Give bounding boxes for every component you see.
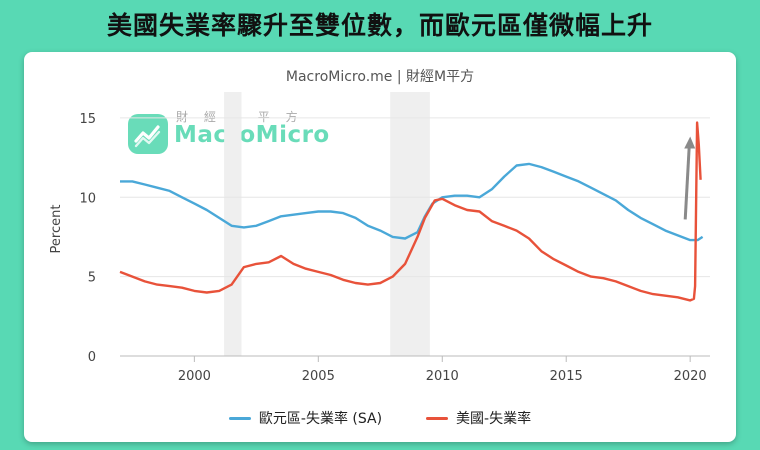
y-tick-label: 10 [79, 191, 96, 206]
legend-item-us[interactable]: 美國-失業率 [426, 408, 531, 428]
y-axis-label: Percent [49, 205, 64, 254]
y-tick-label: 5 [88, 271, 96, 286]
y-tick-label: 0 [88, 350, 96, 365]
line-chart: 0 5 10 15 2000 2005 2010 2015 2020 Percent [49, 92, 710, 384]
legend-item-eurozone[interactable]: 歐元區-失業率 (SA) [228, 408, 383, 428]
legend-label-us: 美國-失業率 [456, 411, 532, 427]
legend-label-eurozone: 歐元區-失業率 (SA) [258, 411, 383, 427]
x-tick-label: 2010 [426, 369, 459, 384]
headline: 美國失業率驟升至雙位數，而歐元區僅微幅上升 [106, 11, 653, 40]
x-tick-label: 2000 [178, 369, 211, 384]
x-tick-label: 2020 [674, 369, 707, 384]
chart-source: MacroMicro.me | 財經M平方 [285, 69, 475, 85]
us-series-line [119, 121, 702, 302]
recession-band [224, 92, 242, 356]
chart-card: MacroMicro.me | 財經M平方 財 經 M 平 方 MacroMic… [24, 52, 736, 442]
x-tick-label: 2015 [550, 369, 583, 384]
chart-legend: 歐元區-失業率 (SA) 美國-失業率 [24, 408, 736, 428]
x-tick-label: 2005 [302, 369, 335, 384]
macromicro-logo-icon [128, 114, 168, 154]
recession-band [390, 92, 430, 356]
legend-swatch-us [426, 416, 449, 420]
annotation-arrow-shaft [683, 146, 691, 220]
watermark-brand: MacroMicro [174, 122, 330, 148]
legend-swatch-eurozone [228, 416, 251, 420]
y-tick-label: 15 [79, 112, 96, 127]
annotation-arrow-head [684, 136, 696, 149]
